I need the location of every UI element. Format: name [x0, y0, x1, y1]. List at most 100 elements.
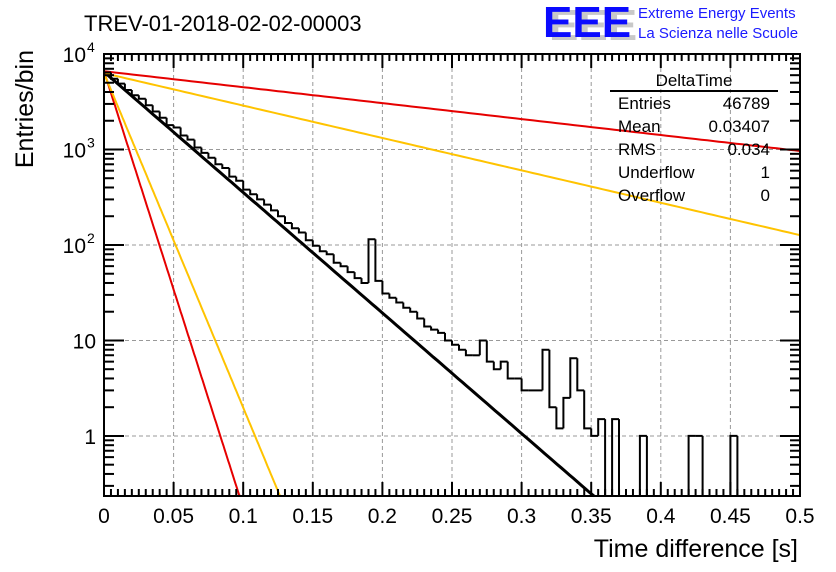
histogram-bin [144, 98, 153, 107]
logo-letters-shadow: EEE [549, 1, 637, 50]
x-tick-label: 0.05 [153, 505, 194, 528]
histogram-bin [604, 419, 613, 497]
histogram-bin [249, 189, 258, 196]
y-tick-exponent: 3 [87, 134, 95, 150]
histogram-bin [137, 95, 146, 100]
stats-value: 0 [761, 186, 770, 205]
histogram-bin [311, 240, 320, 247]
histogram-bin [687, 434, 696, 496]
histogram-bin [290, 223, 299, 230]
histogram-bin [130, 90, 139, 97]
histogram-bin [116, 78, 125, 85]
y-tick-exponent: 2 [87, 230, 95, 246]
stats-box: DeltaTime Entries 46789 Mean 0.03407 RMS 0.03… [610, 71, 778, 205]
histogram-bin [123, 83, 132, 91]
histogram-bin [485, 340, 494, 363]
histogram-bin [562, 396, 571, 429]
x-axis-title: Time difference [s] [594, 535, 798, 563]
logo-letters: EEE [543, 0, 631, 47]
histogram-bin [645, 435, 654, 497]
histogram-bin [520, 378, 529, 392]
histogram-bin [381, 280, 390, 295]
histogram-bin [736, 435, 745, 497]
histogram-bin [618, 419, 626, 497]
curve-red-fast [103, 70, 241, 497]
chart-title: TREV-01-2018-02-02-00003 [84, 11, 362, 36]
histogram-bin [297, 228, 306, 234]
histogram-bin [332, 254, 341, 264]
stats-label: Overflow [618, 186, 686, 205]
stats-value: 1 [761, 163, 770, 182]
histogram-bin [228, 168, 237, 178]
histogram-bin [597, 418, 606, 436]
y-tick-label: 10 [63, 235, 86, 258]
histogram-bin [569, 357, 578, 398]
stats-title: DeltaTime [656, 71, 733, 90]
histogram-bin [318, 245, 327, 253]
histogram-bin [193, 139, 202, 149]
y-tick-label: 10 [63, 139, 86, 162]
curve-yellow-slow [103, 72, 801, 237]
curve-yellow-fast [103, 72, 282, 497]
histogram-bin [423, 318, 432, 328]
histogram-bin [729, 434, 738, 496]
histogram-bin [339, 262, 348, 268]
histogram-bin [555, 407, 564, 430]
histogram-bin [611, 418, 619, 496]
y-tick-label: 10 [63, 44, 86, 67]
histogram-bin [353, 272, 362, 280]
grid-lines [104, 54, 800, 496]
x-tick-label: 0.45 [710, 505, 751, 528]
histogram-bin [430, 326, 439, 331]
histogram-bin [200, 147, 209, 154]
histogram-bin [214, 157, 223, 166]
histogram-bin [506, 361, 515, 380]
histogram-bin [277, 210, 285, 218]
histogram-bin [492, 361, 501, 371]
histogram-bin [374, 239, 383, 282]
x-tick-label: 0.4 [646, 505, 676, 528]
histogram-bin [388, 293, 397, 299]
y-tick-label: 10 [73, 330, 96, 353]
stats-value: 0.034 [727, 140, 770, 159]
histogram-bin [458, 344, 466, 351]
histogram-bin [451, 340, 459, 346]
logo-line1: Extreme Energy Events [638, 5, 796, 22]
histogram-bin [304, 232, 313, 242]
histogram-bin [270, 204, 278, 212]
histogram-bin [409, 307, 418, 313]
x-tick-label: 0 [98, 505, 110, 528]
stats-value: 46789 [723, 94, 770, 113]
eee-logo: EEE EEE Extreme Energy Events La Scienza… [543, 0, 798, 50]
histogram-bin [499, 360, 508, 370]
histogram-bin [346, 266, 355, 274]
stats-label: Mean [618, 117, 661, 136]
histogram-bin [172, 125, 181, 129]
x-tick-label: 0.35 [571, 505, 612, 528]
curve-red-slow [103, 70, 801, 152]
x-tick-label: 0.1 [229, 505, 258, 528]
histogram-bin [464, 349, 473, 357]
x-tick-label: 0.5 [785, 505, 814, 528]
x-tick-label: 0.15 [292, 505, 333, 528]
histogram-bin [548, 349, 557, 409]
histogram-bin [179, 127, 188, 137]
histogram-bin [402, 302, 411, 309]
histogram-bin [235, 176, 244, 182]
stats-label: Entries [618, 94, 671, 113]
histogram-bin [325, 251, 334, 256]
x-axis-ticks: 0 0.05 0.1 0.15 0.2 0.25 0.3 0.35 0.4 0.45 0.5 [98, 54, 815, 528]
y-axis-title: Entries/bin [11, 50, 39, 168]
x-tick-label: 0.25 [432, 505, 473, 528]
y-tick-exponent: 4 [87, 39, 95, 55]
fit-curves [103, 70, 801, 498]
histogram-bin [541, 348, 550, 391]
histogram-bin [207, 152, 216, 159]
histogram-bin [638, 434, 647, 496]
histogram-bin [256, 194, 265, 201]
histogram-bin [186, 135, 195, 141]
histogram-bin [263, 199, 271, 206]
logo-line2: La Scienza nelle Scuole [638, 25, 798, 42]
